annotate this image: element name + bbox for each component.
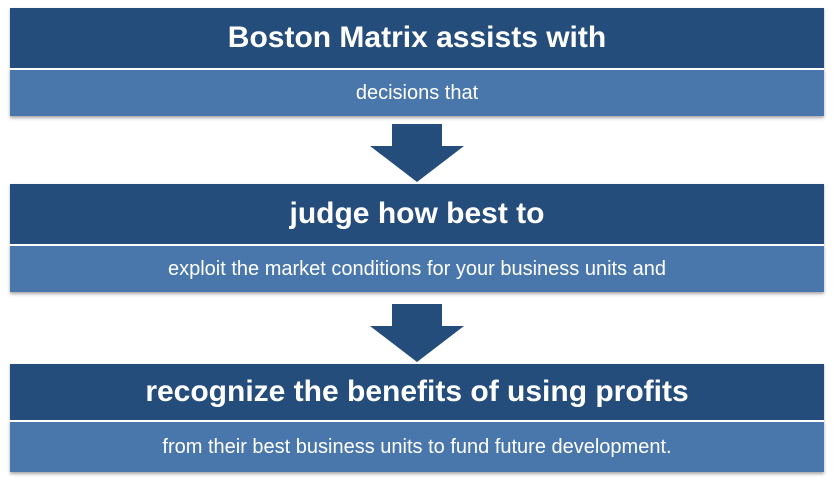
step-3-heading: recognize the benefits of using profits (10, 364, 824, 420)
step-1-heading: Boston Matrix assists with (10, 8, 824, 68)
step-2-heading: judge how best to (10, 184, 824, 244)
step-3: recognize the benefits of using profits … (10, 364, 824, 472)
step-2-detail: exploit the market conditions for your b… (10, 244, 824, 292)
step-3-detail: from their best business units to fund f… (10, 420, 824, 472)
step-1: Boston Matrix assists with decisions tha… (10, 8, 824, 116)
down-arrow-icon (370, 124, 464, 182)
step-1-detail: decisions that (10, 68, 824, 116)
down-arrow-icon (370, 304, 464, 362)
step-2: judge how best to exploit the market con… (10, 184, 824, 292)
